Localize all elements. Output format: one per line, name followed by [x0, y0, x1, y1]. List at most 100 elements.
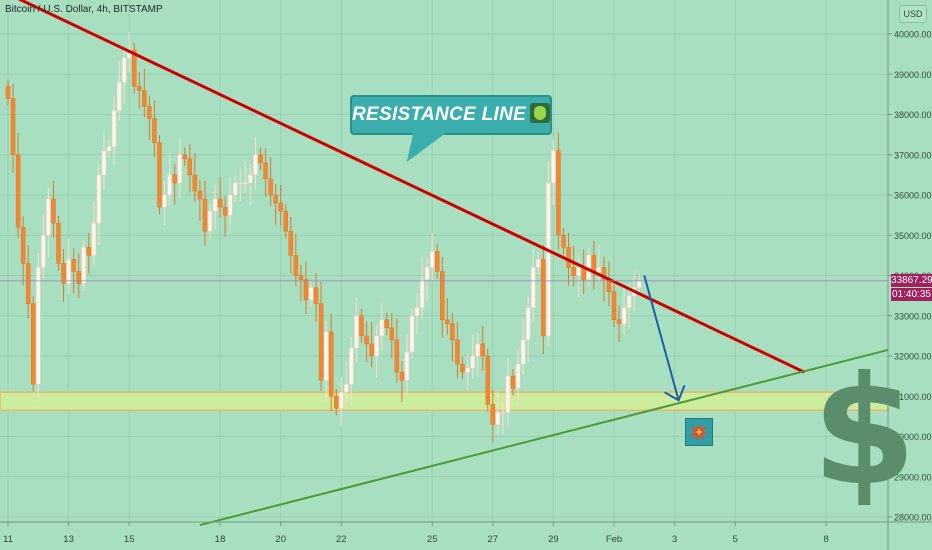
candle-body [172, 174, 177, 184]
price-axis[interactable]: 28000.00 29000.00 30000.00 31000.00 32000.00… [888, 30, 932, 523]
candle-body [106, 146, 112, 151]
resistance-callout-text: RESISTANCE LINE [352, 104, 527, 125]
currency-label[interactable]: USD [899, 5, 927, 23]
candle-body [187, 158, 193, 176]
candle-body [344, 383, 349, 393]
candle-body [424, 267, 430, 280]
candle-body [202, 198, 208, 232]
candle-body [334, 396, 339, 409]
candle-body [298, 275, 304, 280]
resistance-callout[interactable]: RESISTANCE LINE [350, 95, 552, 135]
x-tick-label: 22 [336, 534, 347, 545]
candle-body [616, 319, 622, 325]
candle-body [167, 174, 172, 196]
candle-body [121, 57, 127, 83]
candle-body [536, 259, 541, 268]
candle-body [66, 259, 71, 284]
candle-body [233, 182, 238, 196]
candle-body [394, 339, 400, 373]
symbol-title[interactable]: Bitcoin / U.S. Dollar, 4h, BITSTAMP [5, 4, 163, 15]
candle-body [621, 307, 627, 325]
candle-body [414, 307, 420, 317]
candle-body [637, 280, 642, 288]
candle-body [308, 287, 314, 300]
candle-body [359, 315, 364, 337]
candle-body [31, 303, 36, 385]
x-tick-label: 27 [488, 534, 499, 545]
candle-body [364, 335, 369, 345]
candle-body [626, 295, 632, 308]
candle-body [162, 194, 167, 208]
candle-body [318, 303, 324, 381]
candle-body [51, 198, 56, 224]
candle-body [591, 255, 597, 272]
candle-body [243, 182, 248, 185]
candle-body [142, 90, 147, 107]
candle-body [404, 351, 410, 381]
candle-body [25, 263, 31, 304]
y-tick-label: 37000.00 [894, 150, 932, 160]
candle-body [283, 210, 288, 232]
x-tick-label: 20 [275, 534, 286, 545]
candle-body [96, 174, 102, 224]
candle-body [101, 150, 107, 176]
x-tick-label: 29 [548, 534, 559, 545]
candle-body [460, 363, 465, 373]
projection-arrow[interactable] [643, 275, 686, 402]
y-tick-label: 39000.00 [894, 70, 932, 80]
x-tick-label: 11 [3, 534, 13, 545]
y-tick-label: 33000.00 [894, 311, 932, 321]
candle-body [601, 267, 607, 280]
candle-body [222, 206, 228, 216]
x-tick-label: 18 [215, 534, 226, 545]
y-tick-label: 32000.00 [894, 352, 932, 362]
candle-body [36, 267, 41, 385]
candle-body [303, 279, 309, 300]
candle-body [227, 194, 233, 216]
candle-body [248, 174, 253, 184]
x-tick-label: 3 [672, 534, 677, 545]
candle-body [20, 226, 26, 264]
x-tick-label: Feb [606, 534, 622, 545]
countdown-tag: 01:40:35 [891, 287, 932, 301]
candle-body [455, 339, 460, 365]
candle-body [177, 154, 182, 184]
y-tick-label: 28000.00 [894, 513, 932, 523]
support-line[interactable] [199, 348, 889, 527]
candle-body [258, 154, 263, 164]
y-tick-label: 29000.00 [894, 472, 932, 482]
y-tick-label: 35000.00 [894, 231, 932, 241]
candle-body [152, 118, 157, 143]
candle-body [495, 412, 501, 425]
resistance-line[interactable] [8, 0, 806, 374]
candle-body [10, 98, 16, 155]
time-axis[interactable]: 11 13 15 18 20 22 25 27 29 Feb 3 5 8 [3, 522, 829, 545]
candle-body [182, 154, 187, 160]
candle-body [116, 82, 122, 111]
candle-body [450, 323, 455, 341]
x-tick-label: 25 [427, 534, 438, 545]
candle-body [480, 343, 485, 357]
candle-body [525, 307, 531, 341]
candle-body [86, 247, 92, 256]
x-tick-label: 8 [823, 534, 828, 545]
candle-body [596, 267, 602, 272]
candle-body [500, 412, 506, 414]
candle-body [111, 110, 117, 147]
candle-body [530, 267, 536, 308]
candle-body [268, 178, 273, 196]
last-price-tag: 33867.29 [891, 273, 932, 287]
x-tick-label: 5 [733, 534, 738, 545]
y-tick-label: 40000.00 [894, 30, 932, 40]
candle-body [546, 182, 551, 337]
candle-body [263, 162, 268, 180]
x-tick-label: 13 [63, 534, 74, 545]
candle-body [81, 247, 86, 284]
candle-body [435, 251, 440, 272]
candle-body [46, 198, 51, 236]
candle-body [465, 367, 470, 373]
candle-body [409, 315, 415, 353]
candle-body [197, 190, 203, 200]
